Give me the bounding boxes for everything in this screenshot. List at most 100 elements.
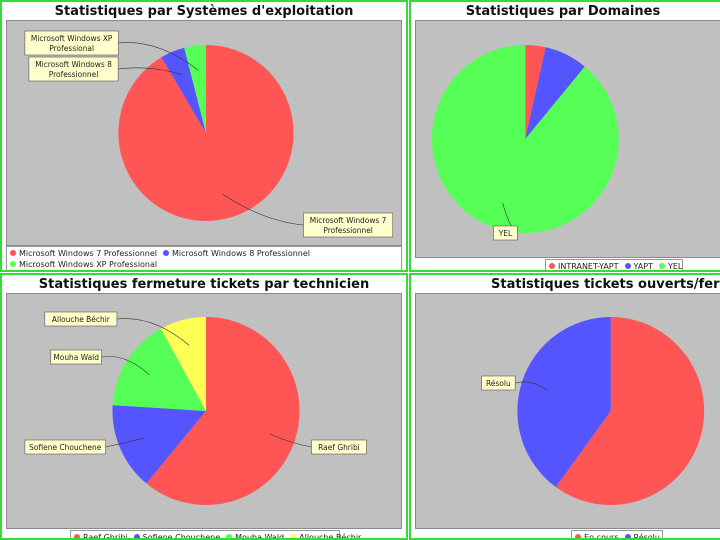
- legend-swatch: [10, 260, 16, 267]
- legend-item: Raef Ghribi: [74, 532, 128, 540]
- label-text: Professional: [49, 44, 94, 53]
- label-leader-line: [118, 67, 182, 75]
- legend-swatch: [549, 262, 555, 269]
- slice-label: Mouha Wald: [50, 349, 150, 375]
- label-leader-line: [515, 381, 547, 391]
- pie-chart-technicians: Allouche Béchir Mouha Wald Sofiene Chouche…: [24, 311, 367, 505]
- pie-slice-intranet-yapt: [525, 44, 546, 139]
- legend-label: Sofiene Chouchene: [142, 533, 221, 540]
- legend-swatch: [575, 533, 581, 538]
- label-text: Allouche Béchir: [52, 315, 111, 324]
- label-text: Raef Ghribi: [318, 443, 360, 452]
- label-text: YEL: [498, 229, 513, 238]
- slice-label: Allouche Béchir: [44, 311, 190, 346]
- legend-swatch: [163, 249, 170, 256]
- legend-label: YEL: [667, 262, 683, 271]
- legend-swatch: [10, 249, 16, 256]
- pie-slice-sofiene-chouchene: [112, 405, 206, 484]
- label-text: Sofiene Chouchene: [29, 443, 102, 452]
- chart-title-os: Statistiques par Systèmes d'exploitation: [54, 4, 354, 19]
- legend-item: Microsoft Windows 7 Professionnel: [10, 248, 157, 259]
- legend-label: Raef Ghribi: [83, 533, 128, 540]
- legend-label: Microsoft Windows 7 Professionnel: [19, 249, 158, 258]
- label-leader-line: [116, 318, 190, 346]
- plot-area-tickets: Résolu: [415, 293, 720, 529]
- chart-panel-os: Statistiques par Systèmes d'exploitation…: [0, 0, 408, 272]
- label-text: Microsoft Windows 8: [35, 60, 112, 69]
- label-leader-line: [222, 193, 304, 226]
- legend-swatch: [624, 262, 631, 269]
- label-box: [50, 349, 102, 365]
- legend-item: INTRANET-YAPT: [549, 261, 619, 271]
- label-text: Microsoft Windows 7: [310, 216, 387, 225]
- legend-label: En cours: [584, 533, 619, 540]
- legend-domains: INTRANET-YAPT YAPT YEL: [545, 259, 683, 271]
- label-box: [28, 56, 119, 82]
- legend-tickets: En cours Résolu: [571, 530, 663, 540]
- pie-slice-microsoft-windows-xp-professional: [184, 45, 206, 133]
- legend-swatch: [658, 262, 665, 269]
- legend-os: Microsoft Windows 7 Professionnel Microso…: [6, 246, 402, 270]
- legend-item: Microsoft Windows 8 Professionnel: [163, 248, 310, 259]
- pie-slice-r-solu: [517, 317, 611, 488]
- label-box: [303, 212, 394, 238]
- label-text: Professionnel: [323, 226, 373, 235]
- legend-swatch: [74, 533, 80, 538]
- label-text: Résolu: [486, 379, 511, 388]
- slice-label: Résolu: [481, 375, 547, 391]
- legend-item: Allouche Béchir: [290, 532, 362, 540]
- legend-label: Résolu: [633, 533, 660, 540]
- plot-area-os: Microsoft Windows XP Professional Microsof…: [6, 20, 402, 246]
- chart-panel-technicians: Statistiques fermeture tickets par techn…: [0, 273, 408, 540]
- pie-chart-tickets: Résolu: [481, 317, 705, 505]
- legend-item: YAPT: [624, 261, 653, 270]
- legend-label: Microsoft Windows 8 Professionnel: [172, 249, 311, 258]
- pie-slice-allouche-b-chir: [160, 317, 206, 411]
- label-leader-line: [269, 433, 312, 448]
- pie-slice-microsoft-windows-8-professionnel: [161, 47, 206, 133]
- chart-title-tickets: Statistiques tickets ouverts/ferme: [491, 277, 720, 292]
- legend-label: INTRANET-YAPT: [558, 262, 619, 271]
- plot-area-technicians: Allouche Béchir Mouha Wald Sofiene Chouche…: [6, 293, 402, 529]
- slice-label: Raef Ghribi: [269, 433, 367, 455]
- label-leader-line: [101, 356, 150, 375]
- chart-panel-tickets: Statistiques tickets ouverts/ferme Résol…: [409, 273, 720, 540]
- legend-technicians: Raef Ghribi Sofiene Chouchene Mouha Wald Al…: [70, 530, 361, 540]
- label-leader-line: [105, 437, 145, 448]
- label-leader-line: [118, 42, 199, 71]
- label-box: [24, 439, 106, 455]
- slice-label: Sofiene Chouchene: [24, 437, 145, 455]
- label-box: [481, 375, 516, 391]
- legend-swatch: [133, 533, 140, 538]
- label-box: [44, 311, 118, 327]
- slice-label: YEL: [493, 202, 518, 241]
- legend-item: Microsoft Windows XP Professional: [10, 259, 157, 270]
- chart-title-technicians: Statistiques fermeture tickets par techn…: [38, 277, 370, 292]
- pie-chart-domains: YEL: [431, 44, 619, 241]
- pie-slice-yapt: [525, 47, 585, 139]
- legend-swatch: [624, 533, 631, 538]
- pie-slice-mouha-wald: [112, 328, 206, 411]
- legend-item: YEL: [658, 261, 683, 271]
- legend-item: Sofiene Chouchene: [133, 532, 221, 540]
- legend-label: Microsoft Windows XP Professional: [19, 260, 158, 269]
- label-box: [493, 225, 518, 241]
- label-box: [311, 439, 367, 455]
- label-text: Microsoft Windows XP: [31, 34, 113, 43]
- pie-slice-yel: [431, 45, 619, 233]
- pie-slice-raef-ghribi: [146, 317, 300, 505]
- legend-item: En cours: [575, 532, 619, 540]
- pie-chart-os: Microsoft Windows XPProfessionalMicrosof…: [24, 30, 394, 238]
- pie-slice-microsoft-windows-7-professionnel: [118, 45, 294, 221]
- label-text: Mouha Wald: [53, 353, 99, 362]
- label-text: Professionnel: [49, 70, 99, 79]
- chart-panel-domains: Statistiques par Domaines YEL INTRANET-Y…: [409, 0, 720, 272]
- legend-swatch: [290, 533, 297, 538]
- legend-label: Allouche Béchir: [299, 533, 362, 540]
- legend-item: Résolu: [624, 532, 660, 540]
- pie-slice-en-cours: [555, 317, 705, 505]
- legend-item: Mouha Wald: [226, 532, 284, 538]
